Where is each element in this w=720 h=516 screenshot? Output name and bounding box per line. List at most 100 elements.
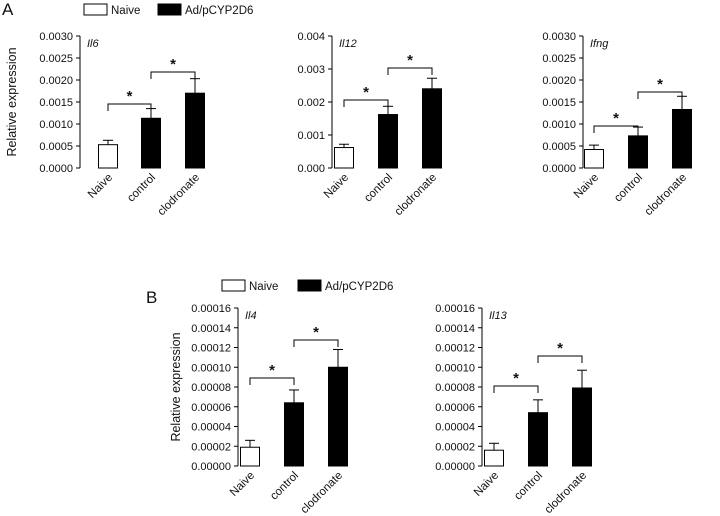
y-tick-label: 0.002: [297, 97, 325, 109]
y-tick-label: 0.0015: [39, 97, 73, 109]
significance-bracket: [150, 71, 196, 79]
y-tick-label: 0.003: [297, 64, 325, 76]
chart-il4: 0.00000 0.00002 0.00004 0.00006 0.00008 0.000…: [169, 303, 348, 516]
significance-star: *: [127, 88, 133, 105]
gene-label-il12: Il12: [339, 38, 357, 50]
category-label: Naive: [322, 172, 351, 201]
y-tick-label: 0.00004: [191, 422, 231, 434]
category-label: control: [268, 470, 301, 503]
y-tick-label: 0.00012: [191, 343, 231, 355]
bar-il13-clodronate: [572, 387, 592, 467]
y-tick-label: 0.0000: [39, 163, 73, 175]
legend-a: Naive Ad/pCYP2D6: [83, 3, 253, 17]
gene-label-il13: Il13: [489, 310, 508, 322]
y-tick-label: 0.0005: [39, 141, 73, 153]
legend-label-naive: Naive: [249, 281, 278, 293]
panel-letter-a: A: [2, 0, 14, 19]
significance-star: *: [613, 110, 619, 127]
legend-label-naive: Naive: [111, 5, 140, 17]
bar-il13-control: [528, 412, 548, 467]
legend-label-ad-pcyp2d6: Ad/pCYP2D6: [325, 281, 393, 293]
panel-letter-b: B: [146, 288, 157, 307]
category-label: clodronate: [156, 172, 202, 218]
category-label: Naive: [86, 172, 115, 201]
y-tick-label: 0.00000: [191, 461, 231, 473]
y-tick-label: 0.0020: [542, 75, 576, 87]
significance-star: *: [170, 56, 176, 73]
significance-star: *: [363, 84, 369, 101]
legend-swatch-ad-pcyp2d6: [297, 279, 322, 292]
significance-bracket: [249, 377, 295, 385]
significance-star: *: [313, 324, 319, 341]
significance-bracket: [293, 339, 339, 347]
y-tick-label: 0.000: [297, 163, 325, 175]
bar-il4-naive: [240, 446, 260, 467]
chart-il12: 0.000 0.001 0.002 0.003 0.004 Il12 Naive contro…: [297, 31, 442, 218]
gene-label-il4: Il4: [245, 310, 257, 322]
y-axis-label: Relative expression: [5, 47, 19, 156]
y-tick-label: 0.00012: [435, 343, 475, 355]
bar-il6-control: [141, 117, 161, 169]
category-label: Naive: [472, 470, 501, 499]
significance-star: *: [407, 52, 413, 69]
legend-swatch-naive: [221, 279, 246, 292]
bar-il6-clodronate: [185, 92, 205, 169]
y-tick-label: 0.0020: [39, 75, 73, 87]
y-tick-label: 0.001: [297, 130, 325, 142]
y-tick-label: 0.00014: [191, 323, 231, 335]
significance-bracket: [593, 125, 639, 133]
legend-b: Naive Ad/pCYP2D6: [221, 279, 393, 293]
significance-star: *: [657, 76, 663, 93]
y-tick-label: 0.00008: [191, 382, 231, 394]
y-tick-label: 0.00000: [435, 461, 475, 473]
category-label: Naive: [572, 172, 601, 201]
category-label: control: [512, 470, 545, 503]
y-axis-label: Relative expression: [169, 332, 183, 441]
y-tick-label: 0.0030: [542, 31, 576, 43]
y-tick-label: 0.00010: [191, 362, 231, 374]
category-label: clodronate: [643, 172, 689, 218]
legend-label-ad-pcyp2d6: Ad/pCYP2D6: [185, 5, 253, 17]
category-label: control: [362, 172, 395, 205]
y-tick-label: 0.0015: [542, 97, 576, 109]
category-label: clodronate: [393, 172, 439, 218]
y-tick-label: 0.0010: [542, 119, 576, 131]
significance-bracket: [107, 103, 152, 111]
bar-il12-clodronate: [422, 88, 442, 169]
significance-bracket: [343, 99, 389, 107]
bar-ifng-control: [628, 135, 648, 169]
bar-il12-naive: [334, 147, 354, 169]
significance-star: *: [513, 370, 519, 387]
bar-il6-naive: [98, 144, 118, 169]
category-label: control: [612, 172, 645, 205]
y-tick-label: 0.0010: [39, 119, 73, 131]
gene-label-il6: Il6: [87, 38, 100, 50]
y-tick-label: 0.00002: [435, 441, 475, 453]
y-tick-label: 0.00016: [435, 303, 475, 315]
category-label: control: [125, 172, 158, 205]
bar-il12-control: [378, 114, 398, 169]
y-tick-label: 0.004: [297, 31, 325, 43]
bar-il13-naive: [484, 449, 504, 467]
bar-il4-clodronate: [328, 366, 348, 467]
chart-il13: 0.00000 0.00002 0.00004 0.00006 0.00008 0.000…: [435, 303, 592, 516]
y-tick-label: 0.00008: [435, 382, 475, 394]
significance-bracket: [387, 67, 433, 75]
y-tick-label: 0.00016: [191, 303, 231, 315]
category-label: Naive: [228, 470, 257, 499]
y-tick-label: 0.00006: [191, 402, 231, 414]
bar-il4-control: [284, 402, 304, 467]
y-tick-label: 0.0030: [39, 31, 73, 43]
y-tick-label: 0.00004: [435, 422, 475, 434]
chart-il6: 0.0000 0.0005 0.0010 0.0015 0.0020 0.0025 0.00…: [5, 31, 205, 218]
y-tick-label: 0.00006: [435, 402, 475, 414]
bar-ifng-clodronate: [672, 108, 692, 169]
significance-star: *: [557, 340, 563, 357]
y-tick-label: 0.00010: [435, 362, 475, 374]
y-tick-label: 0.0025: [542, 53, 576, 65]
bar-ifng-naive: [584, 149, 604, 169]
category-label: clodronate: [299, 470, 345, 516]
y-tick-label: 0.0000: [542, 163, 576, 175]
significance-bracket: [493, 385, 539, 393]
